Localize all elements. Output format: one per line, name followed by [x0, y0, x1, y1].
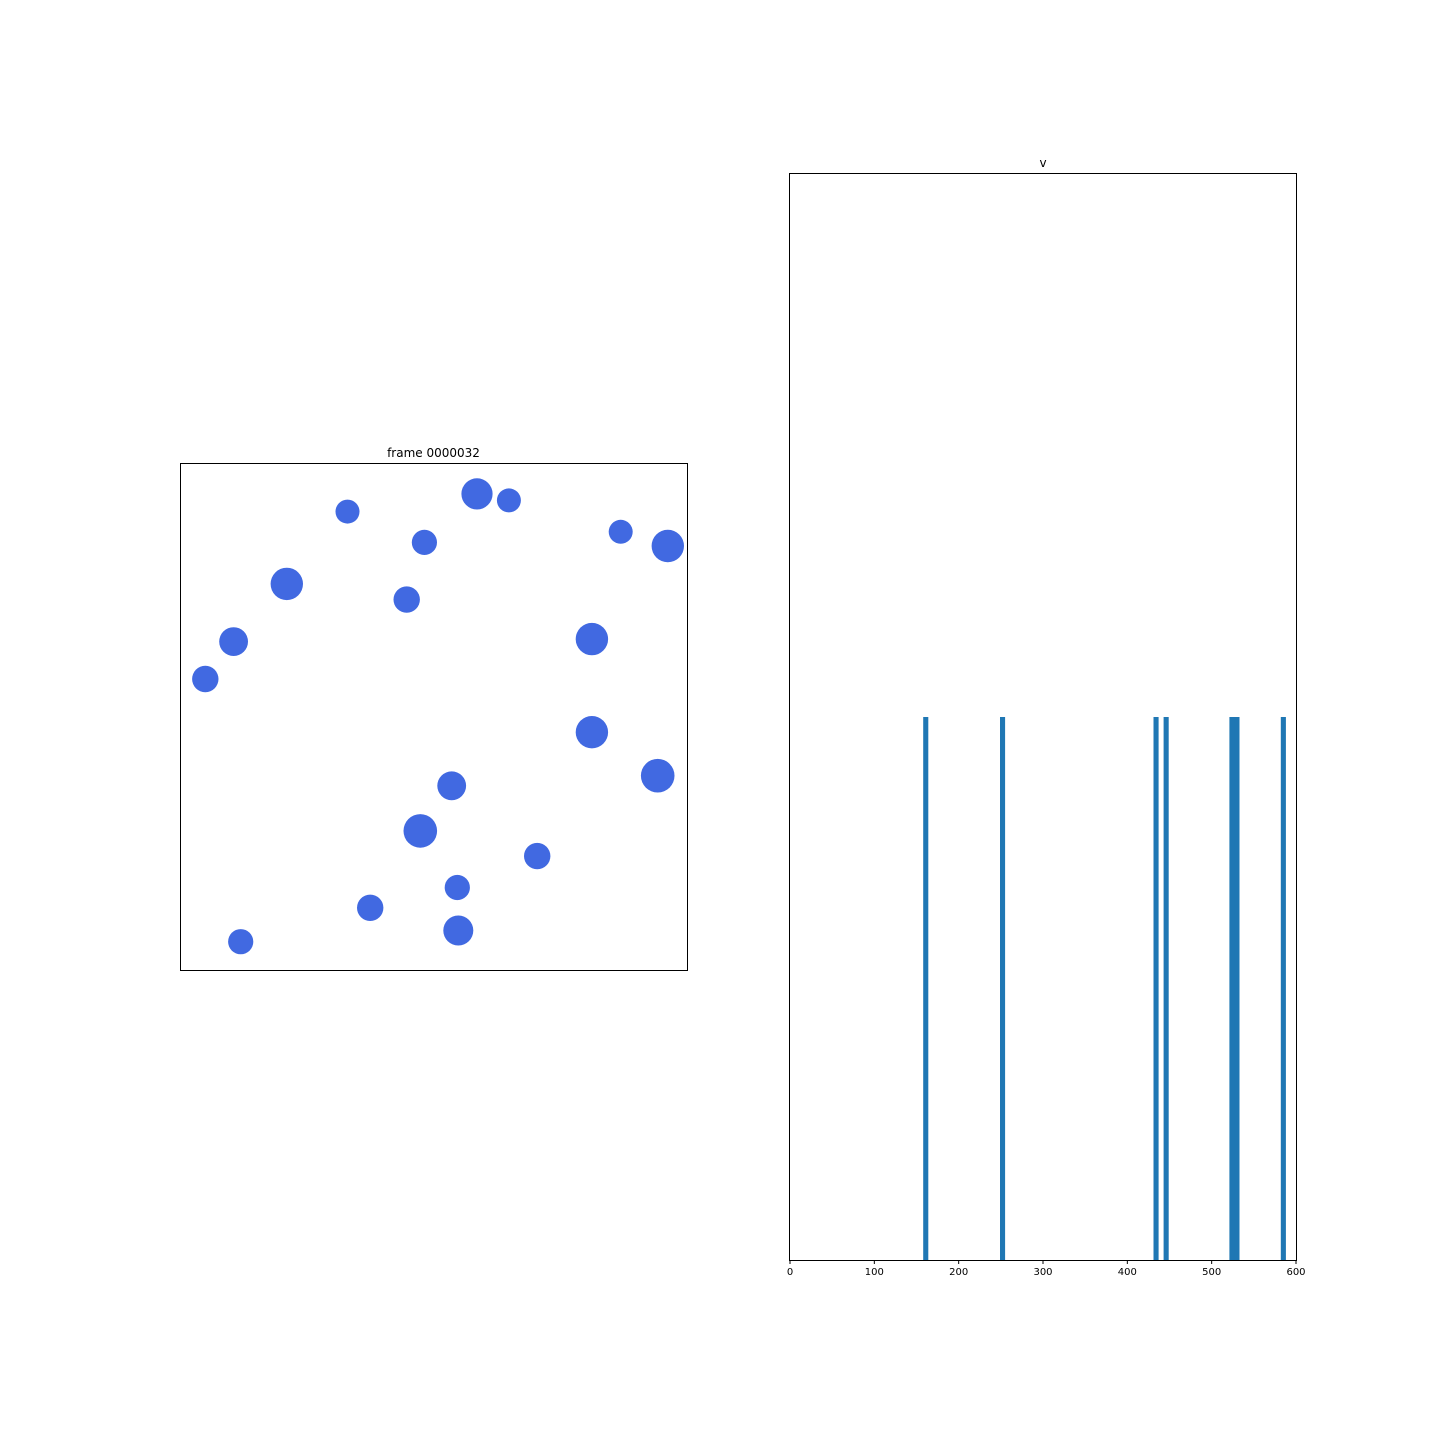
scatter-title: frame 0000032	[387, 446, 480, 460]
x-tick-label: 600	[1286, 1267, 1305, 1278]
x-tick-label: 0	[787, 1267, 793, 1278]
histogram-bar	[1163, 717, 1169, 1260]
x-tick-label: 500	[1202, 1267, 1221, 1278]
histogram-x-axis: 0 100 200 300 400 500 600	[787, 1260, 1306, 1278]
scatter-point	[411, 529, 437, 556]
x-tick-label: 200	[949, 1267, 968, 1278]
histogram-panel: v 0 100 200 300 400 500 600	[787, 156, 1306, 1278]
histogram-bar	[1153, 717, 1159, 1260]
scatter-point	[335, 499, 360, 524]
scatter-point	[461, 478, 493, 510]
scatter-point	[403, 814, 438, 848]
scatter-point	[651, 529, 684, 563]
x-tick-label: 300	[1033, 1267, 1052, 1278]
scatter-point	[524, 842, 551, 870]
scatter-point	[437, 771, 467, 801]
scatter-point	[575, 716, 609, 749]
histogram-bar	[1234, 717, 1240, 1260]
scatter-point	[444, 874, 470, 901]
scatter-point	[393, 586, 420, 613]
histogram-title: v	[1039, 156, 1046, 170]
histogram-bar	[1229, 717, 1235, 1260]
scatter-point	[192, 665, 219, 693]
scatter-points	[192, 478, 684, 955]
histogram-bar	[923, 717, 929, 1260]
scatter-point	[270, 567, 303, 601]
scatter-point	[219, 627, 249, 656]
x-tick-label: 100	[865, 1267, 884, 1278]
x-tick-label: 400	[1118, 1267, 1137, 1278]
scatter-point	[608, 519, 633, 544]
scatter-point	[228, 929, 254, 955]
scatter-point	[496, 488, 521, 513]
histogram-bar	[1000, 717, 1006, 1260]
scatter-point	[443, 915, 474, 946]
scatter-point	[640, 758, 675, 793]
histogram-bars	[923, 717, 1286, 1260]
scatter-point	[575, 622, 609, 656]
histogram-axes-frame	[789, 173, 1297, 1261]
scatter-panel: frame 0000032	[180, 446, 688, 971]
histogram-bar	[1280, 717, 1286, 1260]
scatter-point	[357, 894, 384, 921]
